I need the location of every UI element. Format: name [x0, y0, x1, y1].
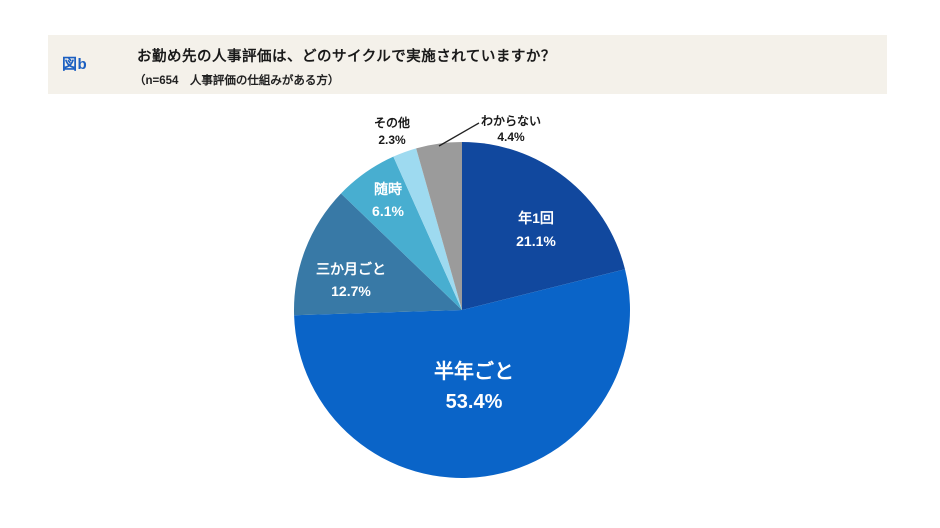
pie-label-wakaranai-value: 4.4% — [497, 130, 525, 144]
pie-label-hantoshi-goto-name: 半年ごと — [434, 359, 514, 383]
pie-slice-hantoshi-goto — [294, 269, 630, 478]
chart-header-band: 図b お勤め先の人事評価は、どのサイクルで実施されていますか？ （n=654 人… — [48, 35, 887, 94]
pie-label-sankagetsu-goto-value: 12.7% — [331, 283, 371, 299]
pie-slice-wakaranai — [416, 142, 462, 310]
pie-slice-zuiji — [340, 156, 462, 310]
pie-label-nen-1-kai-value: 21.1% — [516, 233, 556, 249]
pie-label-zuiji-name: 随時 — [374, 181, 402, 197]
pie-slice-sonota — [393, 148, 462, 310]
pie-label-sonota-name: その他 — [374, 115, 410, 130]
pie-slice-sankagetsu-goto — [293, 193, 462, 316]
pie-label-hantoshi-goto-value: 53.4% — [446, 391, 503, 413]
chart-title: お勤め先の人事評価は、どのサイクルで実施されていますか？ — [137, 49, 556, 65]
pie-label-nen-1-kai-name: 年1回 — [518, 210, 554, 226]
pie-label-sonota-value: 2.3% — [378, 133, 406, 147]
pie-label-sankagetsu-goto-name: 三か月ごと — [316, 261, 386, 277]
figure-label: 図b — [62, 56, 88, 73]
pie-label-zuiji-value: 6.1% — [372, 203, 404, 219]
chart-sample-note: （n=654 人事評価の仕組みがある方） — [134, 75, 340, 87]
leader-line-wakaranai — [438, 122, 480, 147]
pie-slice-nen-1-kai — [462, 142, 625, 310]
pie-label-wakaranai-name: わからない — [481, 114, 541, 128]
